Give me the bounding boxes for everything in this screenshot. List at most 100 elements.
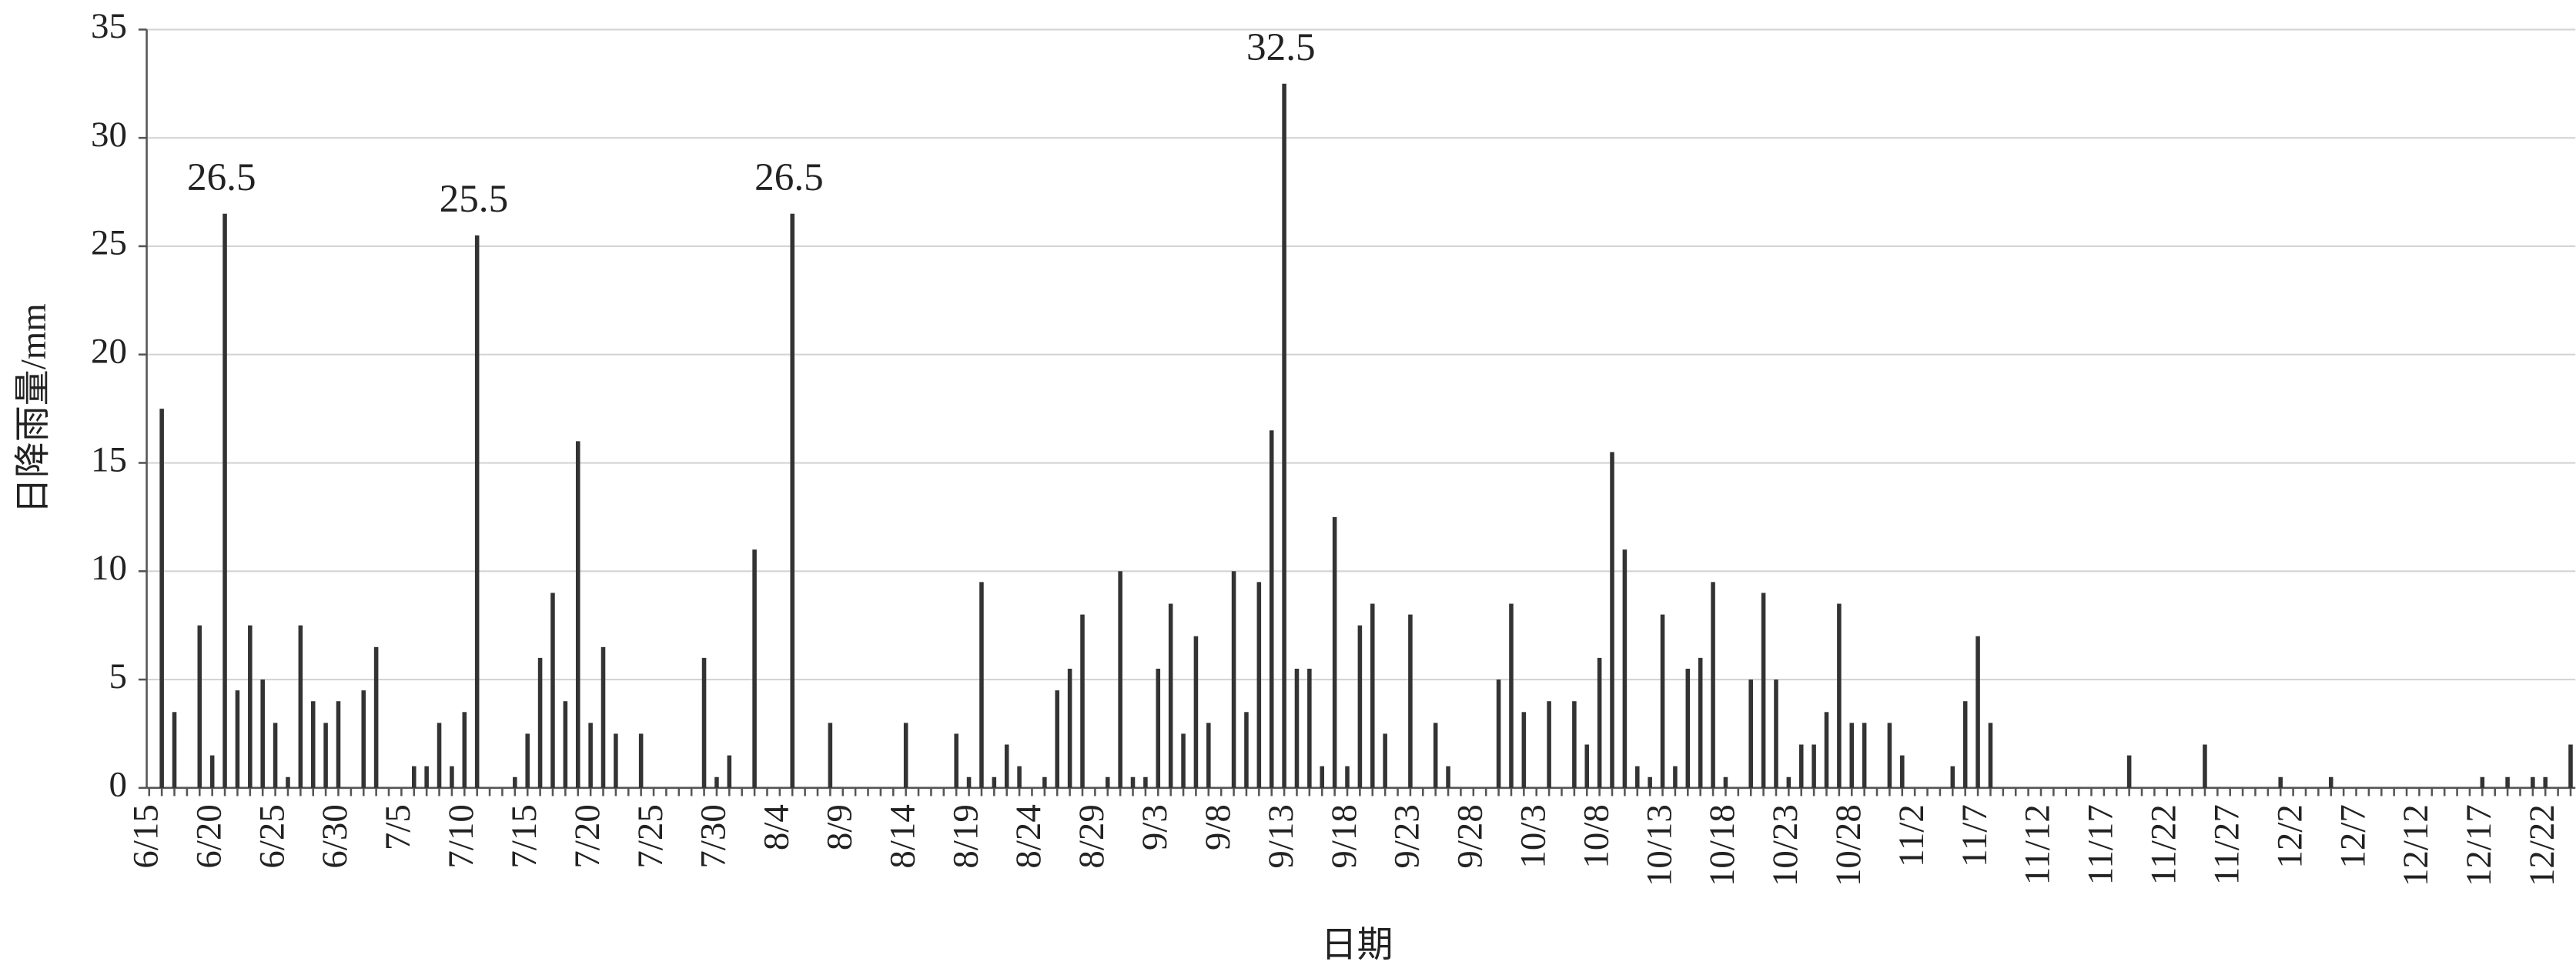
bar xyxy=(1181,733,1186,788)
bar xyxy=(260,679,265,788)
x-tick-label: 7/5 xyxy=(378,804,418,850)
bar xyxy=(474,235,480,788)
bar xyxy=(1105,776,1110,788)
x-tick-label: 9/23 xyxy=(1387,804,1427,868)
bar xyxy=(903,723,908,788)
bar xyxy=(1307,668,1312,788)
bar xyxy=(437,723,442,788)
bar xyxy=(550,593,555,788)
bar xyxy=(1294,668,1300,788)
x-tick-label: 7/25 xyxy=(631,804,671,868)
bar xyxy=(1622,549,1628,788)
bar xyxy=(159,409,164,788)
bar xyxy=(1748,679,1753,788)
bar-layer: 26.5 25.5 26.5 32.5 xyxy=(159,25,2573,788)
x-axis-label: 日期 xyxy=(1321,926,1393,966)
bar xyxy=(1723,776,1728,788)
bar xyxy=(1988,723,1993,788)
x-tick-label: 9/8 xyxy=(1198,804,1238,850)
x-tick-label: 8/24 xyxy=(1009,804,1049,868)
bar xyxy=(537,657,543,788)
bar xyxy=(197,625,202,788)
x-tick-label: 6/15 xyxy=(126,804,166,868)
bar xyxy=(2203,744,2207,788)
bar xyxy=(525,733,530,788)
bar xyxy=(513,776,517,788)
bar xyxy=(2480,776,2485,788)
x-tick-label: 6/20 xyxy=(189,804,229,868)
bar xyxy=(2543,776,2548,788)
bar xyxy=(614,733,618,788)
bar xyxy=(1433,723,1438,788)
bar xyxy=(828,723,833,788)
value-label: 26.5 xyxy=(187,155,256,199)
bar xyxy=(361,690,366,788)
bar xyxy=(992,776,997,788)
bar xyxy=(1256,582,1262,788)
bar xyxy=(1496,679,1501,788)
bar xyxy=(1761,593,1766,788)
x-tick-label: 12/7 xyxy=(2333,804,2373,868)
bar xyxy=(1572,701,1577,788)
x-tick-label: 11/2 xyxy=(1892,804,1932,867)
bar xyxy=(412,766,417,788)
x-tick-label: 8/19 xyxy=(945,804,985,868)
bar xyxy=(222,213,227,788)
bar xyxy=(1193,636,1199,788)
bar xyxy=(1004,744,1009,788)
bar xyxy=(286,776,290,788)
bar xyxy=(1130,776,1136,788)
bar xyxy=(979,582,984,788)
y-axis-label: 日降雨量/mm xyxy=(13,303,53,514)
bar xyxy=(1206,723,1211,788)
bar xyxy=(1698,657,1703,788)
x-tick-label: 12/17 xyxy=(2459,804,2499,887)
bar xyxy=(1383,733,1387,788)
x-tick-label: 7/10 xyxy=(441,804,481,868)
bar xyxy=(701,657,707,788)
x-tick-label: 11/17 xyxy=(2081,804,2121,885)
x-tick-label: 6/30 xyxy=(315,804,355,868)
x-tick-label: 10/18 xyxy=(1702,804,1742,887)
bar xyxy=(714,776,719,788)
bar xyxy=(966,776,972,788)
bar xyxy=(954,733,958,788)
bar xyxy=(1547,701,1551,788)
bar xyxy=(1862,723,1867,788)
bar xyxy=(2568,744,2573,788)
bar xyxy=(563,701,568,788)
bar xyxy=(462,712,467,788)
bar xyxy=(588,723,593,788)
x-tick-label: 9/28 xyxy=(1450,804,1490,868)
bar xyxy=(1673,766,1678,788)
x-tick-label: 7/20 xyxy=(567,804,607,868)
bar xyxy=(1887,723,1892,788)
x-tick-label: 9/3 xyxy=(1135,804,1175,850)
bar xyxy=(2505,776,2510,788)
bar xyxy=(1812,744,1816,788)
x-tick-label: 9/18 xyxy=(1324,804,1364,868)
bar xyxy=(2126,755,2132,788)
x-tick-label: 8/9 xyxy=(820,804,860,850)
bar xyxy=(790,213,795,788)
bar xyxy=(1798,744,1804,788)
bar xyxy=(248,625,253,788)
bar xyxy=(1610,452,1614,788)
bar xyxy=(2278,776,2283,788)
bar xyxy=(1269,430,1274,788)
x-tick-label: 6/25 xyxy=(252,804,292,868)
bar xyxy=(1597,657,1602,788)
bar xyxy=(235,690,240,788)
bar xyxy=(1320,766,1325,788)
y-tick-label: 35 xyxy=(91,6,127,46)
x-tick-label: 7/30 xyxy=(694,804,734,868)
bar xyxy=(1118,571,1122,788)
bar xyxy=(752,549,757,788)
bar xyxy=(1648,776,1652,788)
y-tick-label: 15 xyxy=(91,439,127,479)
bar xyxy=(575,441,580,788)
bar xyxy=(273,723,278,788)
bar xyxy=(450,766,454,788)
x-tick-label: 8/14 xyxy=(882,804,922,868)
